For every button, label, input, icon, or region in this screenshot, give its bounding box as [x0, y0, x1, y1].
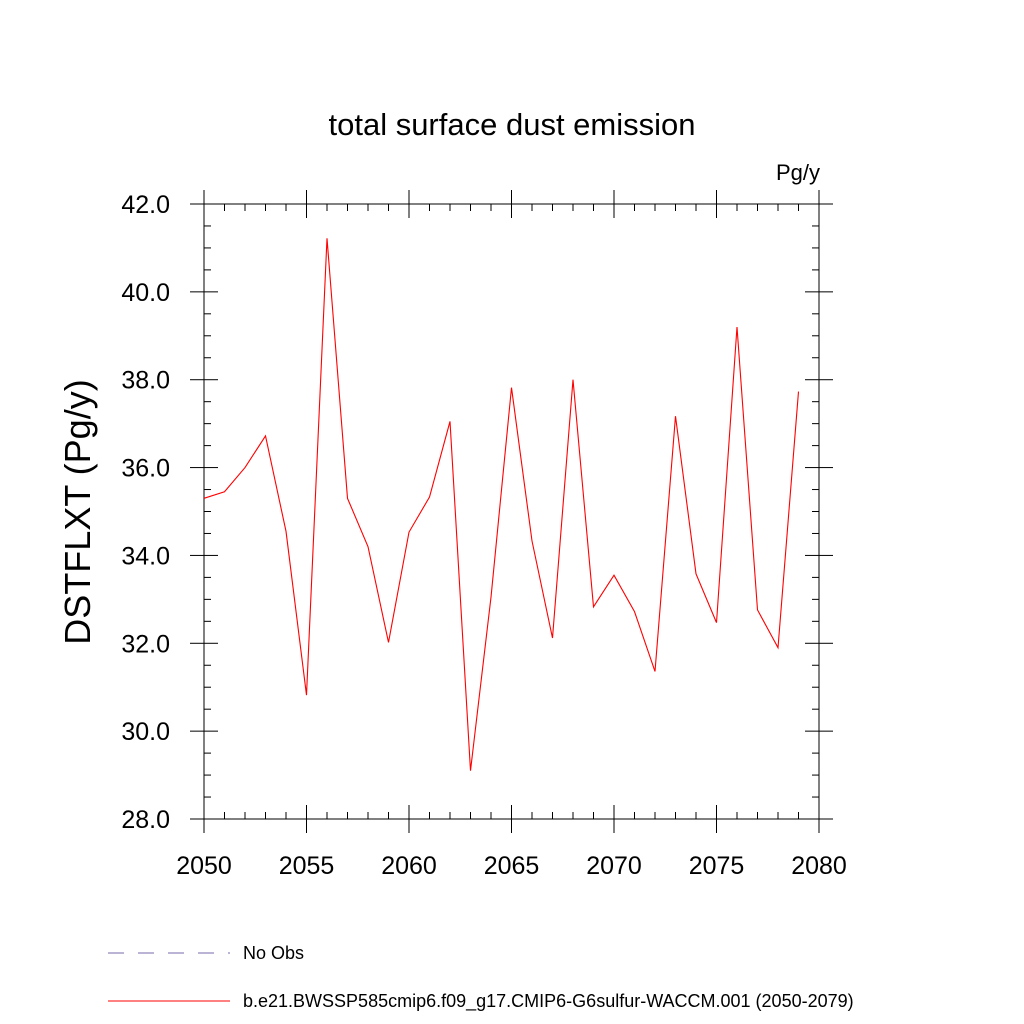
y-tick-label: 28.0	[121, 806, 170, 834]
y-tick-label: 38.0	[121, 367, 170, 395]
y-tick-label: 40.0	[121, 279, 170, 307]
x-tick-label: 2065	[484, 852, 540, 880]
x-tick-label: 2075	[689, 852, 745, 880]
series-group	[203, 238, 800, 771]
legend: No Obs b.e21.BWSSP585cmip6.f09_g17.CMIP6-…	[108, 943, 854, 1012]
y-tick-label: 34.0	[121, 542, 170, 570]
x-tick-label: 2055	[279, 852, 335, 880]
y-tick-label: 42.0	[121, 191, 170, 219]
axis-ticks	[190, 190, 833, 833]
y-tick-label: 32.0	[121, 630, 170, 658]
y-tick-label: 30.0	[121, 718, 170, 746]
y-tick-label: 36.0	[121, 455, 170, 483]
x-tick-label: 2050	[176, 852, 232, 880]
tick-labels: 2050 2055 2060 2065 2070 2075 2080 28.0 30.0 32.0…	[121, 191, 846, 880]
legend-label: No Obs	[243, 943, 304, 963]
plot-frame	[203, 203, 820, 820]
series-line	[203, 238, 800, 771]
x-tick-label: 2070	[586, 852, 642, 880]
x-tick-label: 2060	[381, 852, 437, 880]
legend-label: b.e21.BWSSP585cmip6.f09_g17.CMIP6-G6sulf…	[243, 991, 854, 1012]
units-label: Pg/y	[776, 160, 820, 185]
chart-title: total surface dust emission	[328, 107, 695, 142]
y-axis-label: DSTFLXT (Pg/y)	[57, 379, 98, 644]
x-tick-label: 2080	[791, 852, 847, 880]
